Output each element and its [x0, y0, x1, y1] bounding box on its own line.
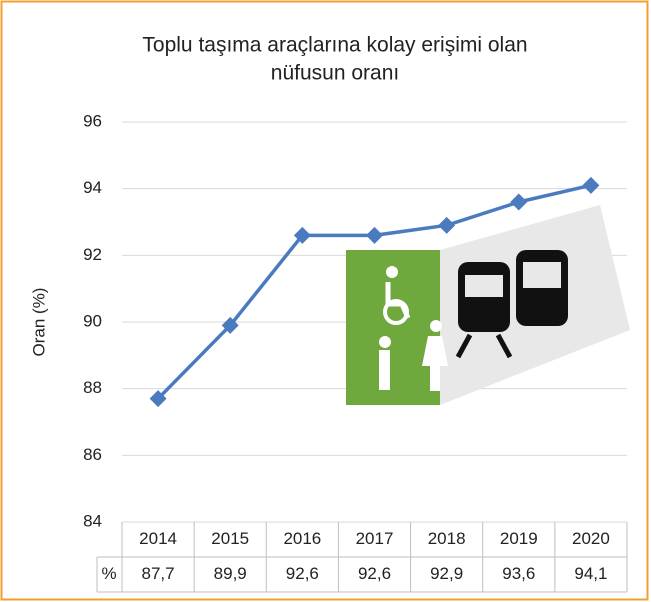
- y-tick-label: 84: [83, 511, 102, 530]
- y-tick-label: 94: [83, 178, 102, 197]
- y-tick-label: 90: [83, 311, 102, 330]
- data-label: 87,7: [142, 564, 175, 583]
- marker: [366, 226, 383, 244]
- plot: [149, 176, 600, 408]
- data-label: 92,9: [430, 564, 463, 583]
- chart-title: Toplu taşıma araçlarına kolay erişimi ol…: [142, 34, 527, 57]
- marker: [149, 390, 167, 408]
- y-tick-label: 88: [83, 378, 102, 397]
- marker: [221, 316, 239, 334]
- marker: [293, 226, 311, 244]
- data-label: 92,6: [286, 564, 319, 583]
- data-label: 89,9: [214, 564, 247, 583]
- legend-label: %: [101, 564, 116, 583]
- data-label: 92,6: [358, 564, 391, 583]
- y-axis-label: Oran (%): [29, 288, 48, 357]
- x-tick-label: 2017: [356, 529, 394, 548]
- x-tick-label: 2015: [211, 529, 249, 548]
- accessibility-picture: [346, 205, 630, 405]
- chart-title: nüfusun oranı: [271, 62, 399, 85]
- marker: [510, 193, 528, 211]
- marker: [582, 176, 600, 194]
- x-tick-label: 2020: [572, 529, 610, 548]
- x-tick-label: 2019: [500, 529, 538, 548]
- x-tick-label: 2016: [283, 529, 321, 548]
- y-tick-label: 86: [83, 445, 102, 464]
- data-label: 93,6: [502, 564, 535, 583]
- data-label: 94,1: [574, 564, 607, 583]
- x-tick-label: 2018: [428, 529, 466, 548]
- x-tick-label: 2014: [139, 529, 177, 548]
- marker: [438, 216, 456, 234]
- y-tick-label: 92: [83, 245, 102, 264]
- y-tick-label: 96: [83, 111, 102, 130]
